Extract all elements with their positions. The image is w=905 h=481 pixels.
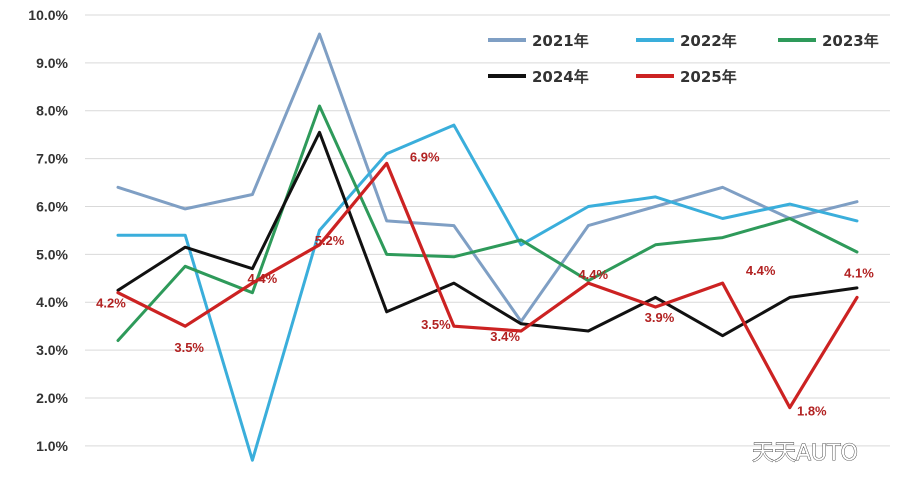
data-label: 4.4% (578, 267, 608, 282)
legend-label: 2024年 (532, 68, 589, 86)
legend-label: 2022年 (680, 32, 737, 50)
data-label: 1.8% (797, 404, 827, 419)
series-line-2023年 (116, 104, 859, 342)
legend: 2021年 2022年 2023年 2024年 2025年 (488, 32, 879, 86)
y-tick-label: 5.0% (36, 246, 68, 262)
data-labels: 4.2% 3.5% 4.4% 5.2% 6.9% 3.5% 3.4% 4.4% 3.9% 4.4%… (96, 149, 874, 418)
watermark: 天天AUTO (752, 441, 858, 466)
y-tick-label: 9.0% (36, 55, 68, 71)
legend-item: 2021年 (488, 32, 589, 50)
series-line-2022年 (116, 123, 859, 462)
series-lines (116, 32, 859, 462)
legend-item: 2024年 (488, 68, 589, 86)
legend-label: 2023年 (822, 32, 879, 50)
data-label: 4.4% (746, 263, 776, 278)
legend-label: 2021年 (532, 32, 589, 50)
data-label: 3.9% (645, 310, 675, 325)
y-tick-label: 2.0% (36, 390, 68, 406)
data-label: 4.1% (844, 265, 874, 280)
data-label: 3.5% (174, 340, 204, 355)
y-tick-label: 6.0% (36, 198, 68, 214)
legend-item: 2025年 (636, 68, 737, 86)
y-tick-label: 7.0% (36, 151, 68, 167)
gridlines (85, 14, 890, 447)
legend-item: 2022年 (636, 32, 737, 50)
series-line-2024年 (116, 130, 859, 338)
series-line-2021年 (116, 32, 859, 323)
legend-item: 2023年 (778, 32, 879, 50)
y-tick-label: 4.0% (36, 294, 68, 310)
data-label: 3.5% (421, 317, 451, 332)
y-axis-tick-labels: 1.0% 2.0% 3.0% 4.0% 5.0% 6.0% 7.0% 8.0% 9.0% 10.0… (28, 7, 68, 454)
y-tick-label: 8.0% (36, 103, 68, 119)
data-label: 5.2% (315, 233, 345, 248)
y-tick-label: 10.0% (28, 7, 68, 23)
data-label: 4.4% (248, 271, 278, 286)
series-line-2025年 (116, 161, 859, 410)
data-label: 3.4% (490, 329, 520, 344)
legend-label: 2025年 (680, 68, 737, 86)
y-tick-label: 3.0% (36, 342, 68, 358)
data-label: 6.9% (410, 149, 440, 164)
y-tick-label: 1.0% (36, 438, 68, 454)
data-label: 4.2% (96, 296, 126, 311)
